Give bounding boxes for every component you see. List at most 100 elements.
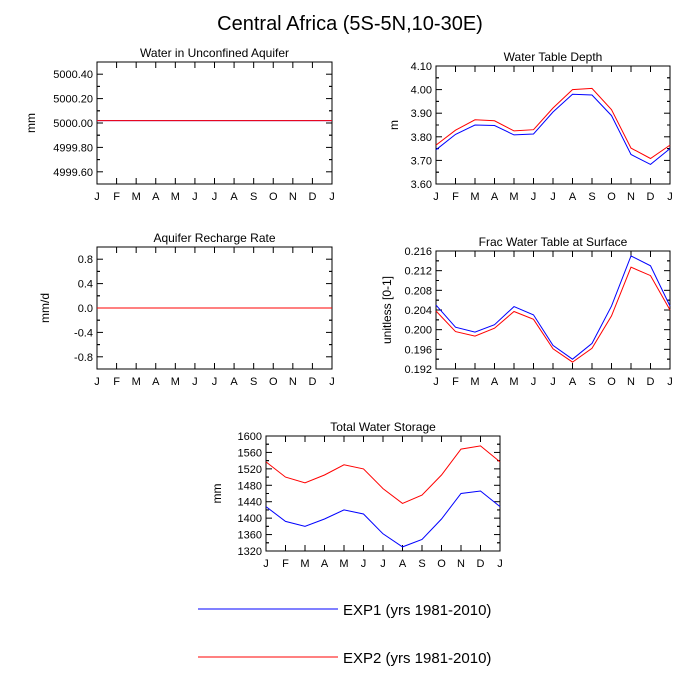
x-tick-label: M [470,191,479,203]
series-line-exp2 [435,87,671,160]
y-tick-label: 1520 [238,464,262,476]
x-tick-label: A [152,376,160,388]
x-tick-label: M [132,191,141,203]
x-tick-label: F [113,376,120,388]
series-line-exp2 [265,445,501,504]
x-tick-label: J [192,376,198,388]
x-tick-label: A [569,191,577,203]
x-tick-label: M [339,558,348,570]
x-tick-label: A [569,376,577,388]
y-tick-label: -0.4 [74,327,93,339]
y-tick-label: 5000.00 [53,118,93,130]
panel-title: Water in Unconfined Aquifer [140,46,289,60]
y-axis-label: mm [24,113,38,133]
panel-title: Frac Water Table at Surface [479,235,628,249]
y-tick-label: 3.60 [411,179,432,191]
y-tick-label: 0.200 [404,325,432,337]
y-tick-label: 0.212 [404,266,432,278]
y-tick-label: -0.8 [74,352,93,364]
x-tick-label: A [230,376,238,388]
x-tick-label: M [300,558,309,570]
x-tick-label: A [491,376,499,388]
y-tick-label: 1360 [238,530,262,542]
y-tick-label: 1480 [238,480,262,492]
y-tick-label: 1440 [238,497,262,509]
x-tick-label: M [509,191,518,203]
x-tick-label: M [509,376,518,388]
x-tick-label: S [250,376,257,388]
legend: EXP1 (yrs 1981-2010) EXP2 (yrs 1981-2010… [198,602,491,667]
y-tick-label: 0.208 [404,285,432,297]
x-tick-label: F [282,558,289,570]
x-tick-label: N [289,376,297,388]
panel-title: Aquifer Recharge Rate [153,231,275,245]
y-tick-label: 1400 [238,513,262,525]
series-line-exp1 [265,490,501,548]
legend-exp2-label: EXP2 (yrs 1981-2010) [343,650,491,667]
x-tick-label: J [212,376,218,388]
x-tick-label: S [588,376,595,388]
x-tick-label: J [212,191,218,203]
x-tick-label: A [152,191,160,203]
x-tick-label: O [269,376,278,388]
x-tick-label: D [308,376,316,388]
x-tick-label: F [113,191,120,203]
x-tick-label: J [380,558,386,570]
y-tick-label: 1600 [238,431,262,443]
y-tick-label: 0.196 [404,344,432,356]
x-tick-label: M [171,191,180,203]
y-tick-label: 0.216 [404,246,432,258]
x-tick-label: S [588,191,595,203]
legend-exp1-label: EXP1 (yrs 1981-2010) [343,602,491,619]
x-tick-label: N [627,376,635,388]
plot-frame [435,65,671,185]
y-axis-label: mm [210,484,224,504]
x-tick-label: M [171,376,180,388]
x-tick-label: O [607,191,616,203]
y-tick-label: 1560 [238,447,262,459]
x-tick-label: J [329,191,335,203]
x-tick-label: J [531,191,537,203]
y-tick-label: 4999.60 [53,167,93,179]
y-tick-label: 0.0 [78,303,93,315]
x-tick-label: J [263,558,269,570]
x-tick-label: J [94,376,100,388]
x-tick-label: N [627,191,635,203]
x-tick-label: J [94,191,100,203]
x-tick-label: J [497,558,503,570]
y-tick-label: 5000.20 [53,94,93,106]
x-tick-label: A [321,558,329,570]
x-tick-label: F [452,376,459,388]
y-tick-label: 1320 [238,546,262,558]
x-tick-label: A [399,558,407,570]
y-tick-label: 0.204 [404,305,432,317]
y-tick-label: 4999.80 [53,142,93,154]
x-tick-label: J [192,191,198,203]
x-tick-label: O [437,558,446,570]
y-tick-label: 5000.40 [53,69,93,81]
panel-title: Water Table Depth [504,50,603,64]
x-tick-label: F [452,191,459,203]
plot-frame [96,61,333,185]
y-tick-label: 3.80 [411,132,432,144]
x-tick-label: D [308,191,316,203]
y-tick-label: 4.10 [411,61,432,73]
x-tick-label: A [230,191,238,203]
x-tick-label: D [647,191,655,203]
x-tick-label: D [647,376,655,388]
x-tick-label: J [329,376,335,388]
x-tick-label: N [457,558,465,570]
x-tick-label: S [250,191,257,203]
x-tick-label: J [550,376,556,388]
y-tick-label: 4.00 [411,85,432,97]
y-axis-label: m [387,120,401,130]
x-tick-label: J [433,191,439,203]
x-tick-label: J [433,376,439,388]
x-tick-label: J [361,558,367,570]
